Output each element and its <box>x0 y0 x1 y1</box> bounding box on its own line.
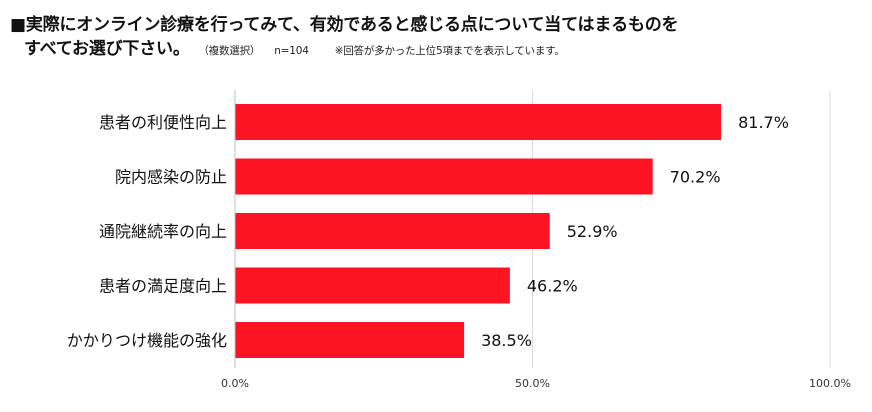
chart-title-line2: すべてお選び下さい。 （複数選択） n=104 ※回答が多かった上位5項までを表示して… <box>24 34 565 59</box>
value-label: 38.5% <box>481 331 532 350</box>
value-label: 70.2% <box>670 168 721 187</box>
chart-title-line1: ■実際にオンライン診療を行ってみて、有効であると感じる点について当てはまるものを <box>10 15 679 35</box>
value-label: 46.2% <box>527 277 578 296</box>
category-label: 通院継続率の向上 <box>99 222 227 241</box>
bar <box>235 267 510 304</box>
bar <box>235 213 550 249</box>
category-label: かかりつけ機能の強化 <box>67 331 227 350</box>
value-label: 52.9% <box>567 222 618 241</box>
x-tick-label: 50.0% <box>515 377 550 390</box>
bar <box>235 158 653 195</box>
x-tick-label: 0.0% <box>221 377 249 390</box>
category-label: 院内感染の防止 <box>115 168 227 187</box>
multi-select-note: （複数選択） <box>203 45 261 57</box>
bar <box>235 322 465 358</box>
sample-size-note: n=104 <box>274 45 309 57</box>
top5-note: ※回答が多かった上位5項までを表示しています。 <box>334 45 565 57</box>
value-label: 81.7% <box>738 113 789 132</box>
bar <box>235 104 722 140</box>
category-label: 患者の満足度向上 <box>99 277 227 296</box>
chart-title-line2-text: すべてお選び下さい。 <box>24 39 190 59</box>
category-label: 患者の利便性向上 <box>99 113 227 132</box>
x-tick-label: 100.0% <box>809 377 851 390</box>
